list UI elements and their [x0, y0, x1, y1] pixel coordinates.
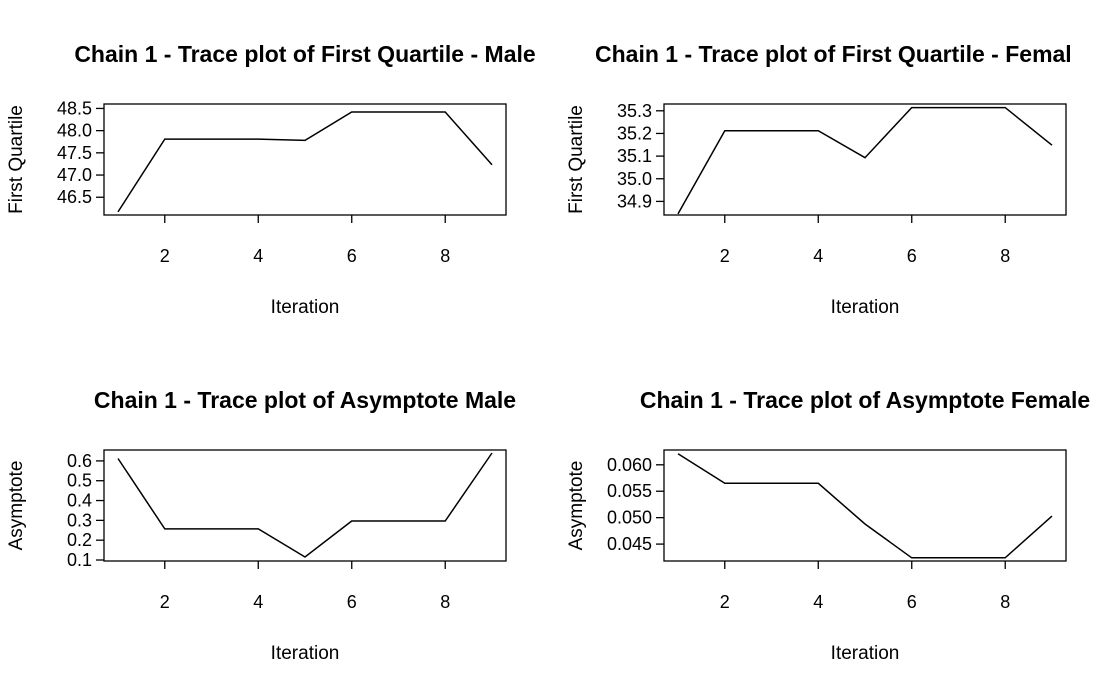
y-tick-label: 34.9	[617, 191, 652, 211]
x-tick-label: 4	[813, 592, 823, 612]
trace-line	[117, 111, 493, 213]
y-tick-label: 0.3	[67, 510, 92, 530]
trace-line	[677, 453, 1053, 559]
y-axis-title: First Quartile	[566, 105, 587, 214]
x-tick-label: 4	[253, 592, 263, 612]
x-tick-label: 6	[907, 592, 917, 612]
chart-panel-2: Chain 1 - Trace plot of First Quartile -…	[566, 41, 1072, 318]
y-tick-label: 0.045	[607, 534, 652, 554]
y-tick-label: 0.1	[67, 550, 92, 570]
y-tick-label: 46.5	[57, 187, 92, 207]
y-tick-label: 0.4	[67, 491, 92, 511]
y-tick-label: 48.0	[57, 121, 92, 141]
x-tick-label: 2	[160, 592, 170, 612]
chart-panel-3: Chain 1 - Trace plot of Asymptote Male 2 4…	[6, 387, 516, 664]
y-tick-label: 35.3	[617, 101, 652, 121]
y-axis-title: First Quartile	[6, 105, 27, 214]
x-tick-label: 4	[253, 246, 263, 266]
y-tick-label: 47.5	[57, 143, 92, 163]
chart-title: Chain 1 - Trace plot of Asymptote Male	[94, 387, 516, 413]
y-tick-label: 0.050	[607, 508, 652, 528]
x-axis-title: Iteration	[831, 643, 900, 664]
x-tick-label: 8	[440, 592, 450, 612]
y-axis-title: Asymptote	[6, 461, 27, 551]
x-tick-label: 4	[813, 246, 823, 266]
x-tick-label: 8	[1000, 592, 1010, 612]
chart-title: Chain 1 - Trace plot of Asymptote Female	[640, 387, 1090, 413]
plot-frame	[103, 449, 507, 562]
x-tick-label: 6	[907, 246, 917, 266]
y-tick-label: 0.6	[67, 451, 92, 471]
plot-frame	[663, 103, 1067, 216]
y-tick-label: 0.2	[67, 530, 92, 550]
y-tick-label: 47.0	[57, 165, 92, 185]
x-tick-label: 2	[160, 246, 170, 266]
x-tick-label: 8	[440, 246, 450, 266]
x-tick-label: 6	[347, 246, 357, 266]
x-tick-label: 8	[1000, 246, 1010, 266]
trace-line	[677, 106, 1053, 215]
y-tick-label: 35.2	[617, 123, 652, 143]
plot-frame	[663, 449, 1067, 562]
plot-frame	[103, 103, 507, 216]
x-tick-label: 2	[720, 592, 730, 612]
chart-title: Chain 1 - Trace plot of First Quartile -…	[595, 41, 1072, 67]
y-axis-title: Asymptote	[566, 461, 587, 551]
x-tick-label: 6	[347, 592, 357, 612]
x-tick-label: 2	[720, 246, 730, 266]
trace-line	[117, 452, 493, 558]
chart-panel-4: Chain 1 - Trace plot of Asymptote Female…	[566, 387, 1090, 664]
y-tick-label: 0.055	[607, 481, 652, 501]
x-axis-title: Iteration	[831, 297, 900, 318]
y-tick-label: 35.0	[617, 169, 652, 189]
y-tick-label: 0.060	[607, 455, 652, 475]
y-tick-label: 48.5	[57, 98, 92, 118]
y-tick-label: 0.5	[67, 471, 92, 491]
chart-title: Chain 1 - Trace plot of First Quartile -…	[74, 41, 535, 67]
chart-panel-1: Chain 1 - Trace plot of First Quartile -…	[6, 41, 536, 318]
y-tick-label: 35.1	[617, 146, 652, 166]
x-axis-title: Iteration	[271, 297, 340, 318]
x-axis-title: Iteration	[271, 643, 340, 664]
